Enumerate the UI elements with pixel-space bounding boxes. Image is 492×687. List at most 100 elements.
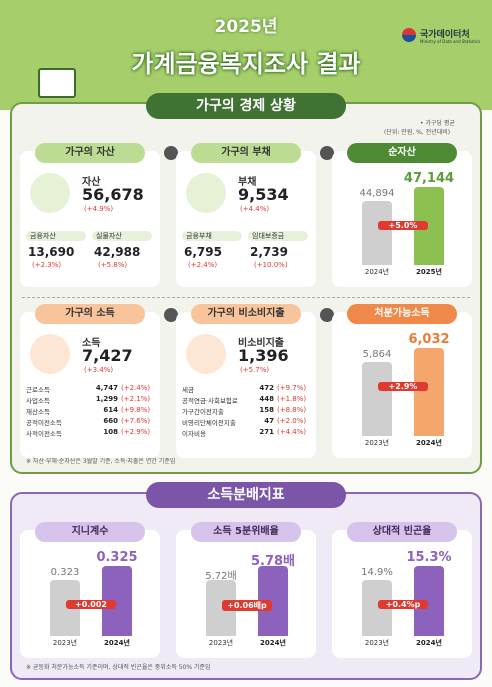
item-change: (+2.0%): [277, 417, 307, 425]
economy-footnote: ※ 자산·부채·순자산은 3월말 기준, 소득·지출은 연간 기준임: [26, 458, 176, 465]
after: 6,032: [408, 332, 450, 347]
card: [332, 151, 472, 287]
after: 47,144: [403, 171, 455, 186]
value: 9,534: [238, 185, 289, 204]
icon: [186, 334, 226, 374]
change: (+5.7%): [240, 366, 270, 374]
item-label: 공적이전소득: [26, 419, 62, 427]
year: 2024년: [416, 439, 442, 447]
operator: [320, 146, 334, 160]
icon: [30, 173, 70, 213]
item-change: (+4.4%): [277, 428, 307, 436]
change: (+4.4%): [240, 205, 270, 213]
note: (단위: 만원, %, 전년대비): [384, 129, 451, 136]
item-value: 614: [103, 406, 118, 414]
year: 2024년: [416, 639, 442, 647]
year: 2025년: [416, 268, 442, 276]
card-title: 지니계수: [35, 522, 145, 542]
card: [176, 530, 316, 658]
card-title: 상대적 빈곤율: [347, 522, 457, 542]
label: 소득: [82, 338, 101, 349]
sub-value: 13,690: [28, 245, 75, 259]
sub-change: (+10.0%): [254, 261, 288, 269]
card: [332, 530, 472, 658]
year: 2023년: [364, 639, 390, 647]
item-change: (+1.8%): [277, 395, 307, 403]
card-title: 소득 5분위배율: [191, 522, 301, 542]
year: 2024년: [260, 639, 286, 647]
item-value: 271: [259, 428, 274, 436]
item-value: 47: [264, 417, 274, 425]
item-value: 4,747: [95, 384, 118, 392]
card: [20, 530, 160, 658]
item-change: (+9.8%): [121, 406, 151, 414]
sub-label: 임대보증금: [248, 231, 308, 241]
sub-value: 42,988: [94, 245, 141, 259]
change: +5.0%: [378, 221, 428, 230]
icon: [186, 173, 226, 213]
year: 2024년: [104, 639, 130, 647]
year: 2025년: [214, 17, 278, 37]
change: +0.002: [66, 600, 116, 609]
item-value: 660: [103, 417, 118, 425]
value: 56,678: [82, 185, 144, 204]
card-title: 가구의 비소비지출: [191, 304, 301, 324]
title: 가계금융복지조사 결과: [131, 50, 361, 78]
logo-en: Ministry of Data and Statistics: [420, 39, 481, 44]
house-icon: [38, 68, 76, 98]
sub-label: 금융부채: [182, 231, 242, 241]
after: 0.325: [96, 550, 138, 565]
change: (+4.9%): [84, 205, 114, 213]
item-value: 448: [259, 395, 274, 403]
logo-mark: [402, 28, 416, 42]
year: 2023년: [364, 439, 390, 447]
year: 2023년: [52, 639, 78, 647]
item-change: (+9.7%): [277, 384, 307, 392]
item-label: 재산소득: [26, 408, 50, 416]
label: 비소비지출: [238, 338, 284, 349]
sub-label: 금융자산: [26, 231, 86, 241]
sub-value: 6,795: [184, 245, 222, 259]
before: 5,864: [362, 349, 392, 360]
card-title: 가구의 자산: [35, 143, 145, 163]
before: 14.9%: [361, 567, 393, 578]
operator: [320, 308, 334, 322]
before: 44,894: [359, 188, 395, 199]
card-title: 처분가능소득: [347, 304, 457, 324]
item-value: 1,299: [95, 395, 118, 403]
value: 1,396: [238, 346, 289, 365]
after: 15.3%: [406, 550, 452, 565]
item-label: 가구간이전지출: [182, 408, 224, 416]
distribution-footnote: ※ 균등화 처분가능소득 기준이며, 상대적 빈곤율은 중위소득 50% 기준임: [26, 664, 211, 671]
change: +0.4%p: [378, 600, 428, 609]
item-change: (+8.8%): [277, 406, 307, 414]
item-value: 472: [259, 384, 274, 392]
change: +0.06배p: [222, 600, 272, 611]
year: 2024년: [364, 268, 390, 276]
item-label: 이자비용: [182, 430, 206, 438]
sub-value: 2,739: [250, 245, 288, 259]
item-label: 근로소득: [26, 386, 50, 394]
card-title: 가구의 부채: [191, 143, 301, 163]
card-title: 가구의 소득: [35, 304, 145, 324]
divider: [22, 297, 470, 298]
operator: [164, 146, 178, 160]
item-change: (+2.4%): [121, 384, 151, 392]
before: 0.323: [50, 567, 80, 578]
sub-change: (+2.3%): [32, 261, 62, 269]
change: +2.9%: [378, 382, 428, 391]
bar: [362, 201, 392, 265]
item-label: 사적이전소득: [26, 430, 62, 438]
distribution-title: 소득분배지표: [146, 482, 346, 508]
item-label: 공적연금·사회보험료: [182, 397, 238, 405]
icon: [30, 334, 70, 374]
label: 부채: [238, 177, 257, 188]
sub-label: 실물자산: [92, 231, 152, 241]
item-value: 108: [103, 428, 118, 436]
card-title: 순자산: [347, 143, 457, 163]
sub-change: (+5.8%): [98, 261, 128, 269]
bar: [362, 362, 392, 436]
item-change: (+7.6%): [121, 417, 151, 425]
label: 자산: [82, 177, 101, 188]
